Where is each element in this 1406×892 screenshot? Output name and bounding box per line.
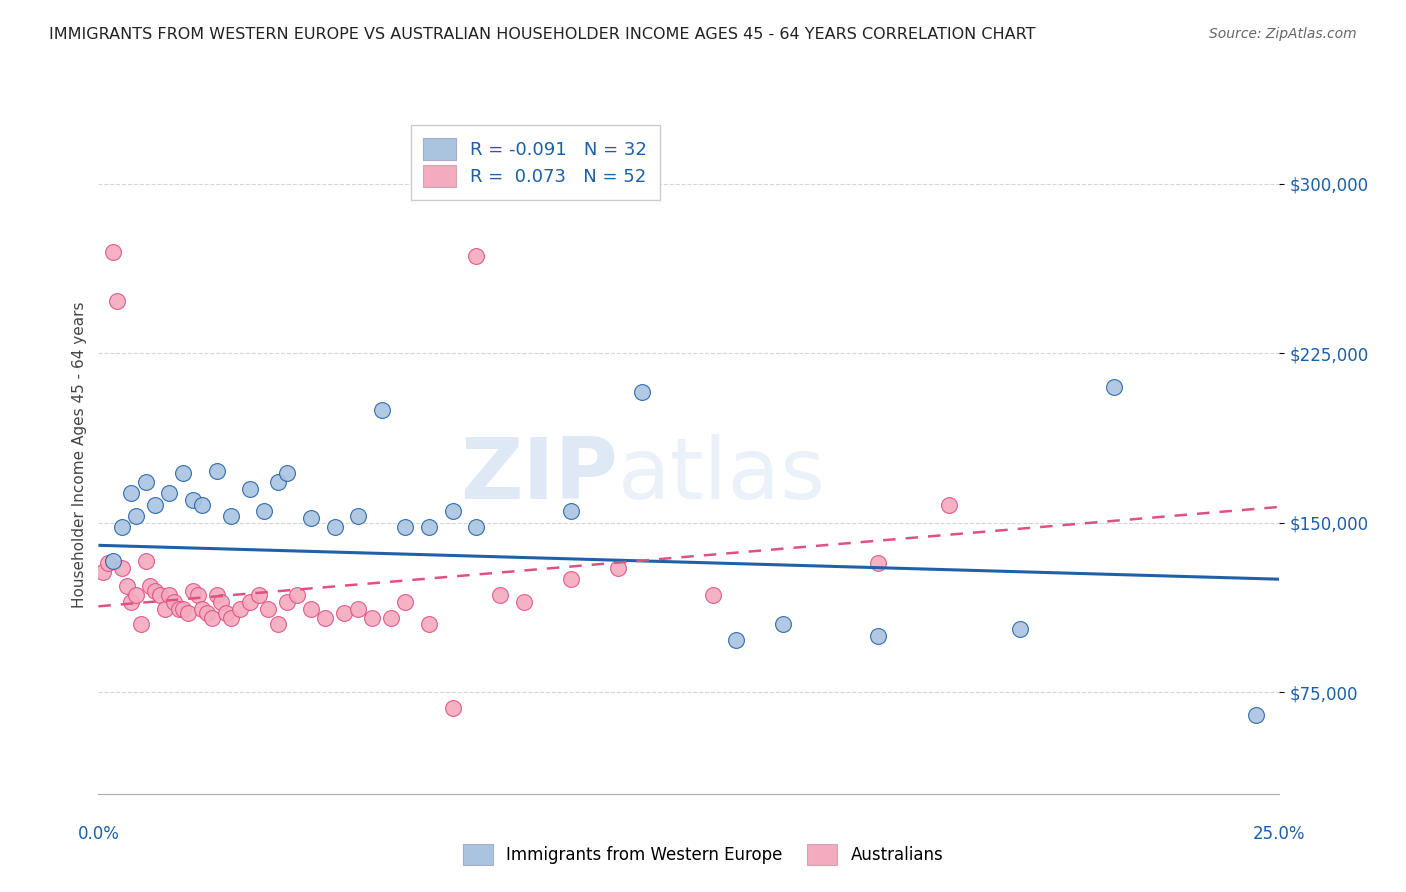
- Point: [285, 588, 308, 602]
- Point: [135, 554, 157, 568]
- Point: [121, 486, 143, 500]
- Point: [866, 557, 889, 571]
- Text: 0.0%: 0.0%: [77, 825, 120, 843]
- Point: [191, 498, 214, 512]
- Point: [512, 595, 534, 609]
- Point: [489, 588, 512, 602]
- Point: [157, 588, 180, 602]
- Y-axis label: Householder Income Ages 45 - 64 years: Householder Income Ages 45 - 64 years: [72, 301, 87, 608]
- Point: [630, 384, 652, 399]
- Point: [1244, 707, 1267, 722]
- Point: [347, 601, 370, 615]
- Legend: Immigrants from Western Europe, Australians: Immigrants from Western Europe, Australi…: [453, 834, 953, 875]
- Point: [276, 595, 298, 609]
- Point: [157, 486, 180, 500]
- Point: [380, 610, 402, 624]
- Point: [167, 601, 190, 615]
- Point: [702, 588, 724, 602]
- Point: [725, 633, 748, 648]
- Point: [1102, 380, 1125, 394]
- Point: [239, 595, 262, 609]
- Point: [441, 701, 464, 715]
- Point: [115, 579, 138, 593]
- Point: [195, 606, 218, 620]
- Point: [229, 601, 252, 615]
- Point: [866, 629, 889, 643]
- Point: [205, 464, 228, 478]
- Point: [187, 588, 209, 602]
- Point: [111, 520, 134, 534]
- Point: [267, 475, 290, 489]
- Point: [347, 508, 370, 523]
- Point: [91, 566, 114, 580]
- Point: [418, 520, 440, 534]
- Point: [143, 583, 166, 598]
- Point: [239, 482, 262, 496]
- Point: [219, 508, 242, 523]
- Point: [394, 595, 416, 609]
- Point: [465, 520, 488, 534]
- Point: [209, 595, 232, 609]
- Point: [560, 504, 582, 518]
- Point: [172, 601, 194, 615]
- Point: [135, 475, 157, 489]
- Point: [153, 601, 176, 615]
- Point: [418, 617, 440, 632]
- Point: [139, 579, 162, 593]
- Point: [299, 511, 322, 525]
- Point: [125, 508, 148, 523]
- Text: 25.0%: 25.0%: [1253, 825, 1306, 843]
- Point: [105, 294, 128, 309]
- Point: [201, 610, 224, 624]
- Text: atlas: atlas: [619, 434, 827, 516]
- Point: [121, 595, 143, 609]
- Point: [181, 583, 204, 598]
- Legend: R = -0.091   N = 32, R =  0.073   N = 52: R = -0.091 N = 32, R = 0.073 N = 52: [411, 125, 659, 200]
- Point: [101, 554, 124, 568]
- Point: [465, 249, 488, 263]
- Point: [247, 588, 270, 602]
- Point: [191, 601, 214, 615]
- Point: [97, 557, 120, 571]
- Point: [257, 601, 280, 615]
- Point: [333, 606, 356, 620]
- Text: ZIP: ZIP: [460, 434, 619, 516]
- Point: [205, 588, 228, 602]
- Text: IMMIGRANTS FROM WESTERN EUROPE VS AUSTRALIAN HOUSEHOLDER INCOME AGES 45 - 64 YEA: IMMIGRANTS FROM WESTERN EUROPE VS AUSTRA…: [49, 27, 1036, 42]
- Point: [267, 617, 290, 632]
- Point: [276, 466, 298, 480]
- Point: [149, 588, 172, 602]
- Point: [172, 466, 194, 480]
- Point: [299, 601, 322, 615]
- Point: [772, 617, 794, 632]
- Point: [441, 504, 464, 518]
- Point: [219, 610, 242, 624]
- Point: [111, 561, 134, 575]
- Point: [101, 244, 124, 259]
- Point: [938, 498, 960, 512]
- Point: [607, 561, 630, 575]
- Point: [215, 606, 238, 620]
- Point: [394, 520, 416, 534]
- Point: [314, 610, 336, 624]
- Point: [1008, 622, 1031, 636]
- Point: [323, 520, 346, 534]
- Point: [560, 572, 582, 586]
- Point: [361, 610, 384, 624]
- Point: [129, 617, 152, 632]
- Point: [163, 595, 186, 609]
- Point: [125, 588, 148, 602]
- Point: [371, 402, 394, 417]
- Text: Source: ZipAtlas.com: Source: ZipAtlas.com: [1209, 27, 1357, 41]
- Point: [253, 504, 276, 518]
- Point: [181, 493, 204, 508]
- Point: [143, 498, 166, 512]
- Point: [177, 606, 200, 620]
